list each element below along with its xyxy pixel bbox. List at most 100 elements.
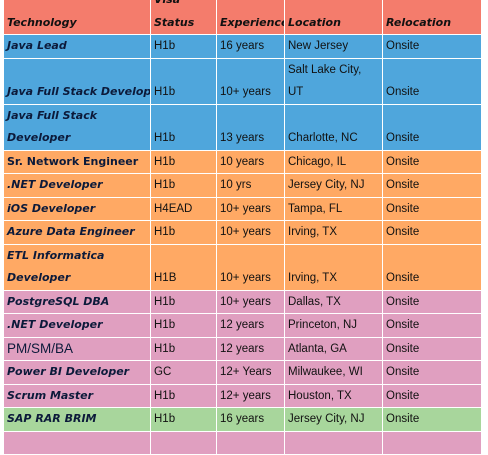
- relocation-cell: Onsite: [382, 313, 482, 338]
- technology-cell: Java Full Stack Developer: [3, 57, 151, 105]
- experience-cell: 12+ Years: [216, 360, 285, 385]
- visa-cell: H1b: [150, 289, 217, 314]
- experience-cell: 10+ years: [216, 196, 285, 221]
- visa-cell-text: H1b: [154, 179, 176, 191]
- visa-cell: H4EAD: [150, 196, 217, 221]
- experience-cell: 10+ years: [216, 243, 285, 291]
- table-row: Power BI Developer GC 12+ Years Milwaukee, …: [3, 360, 482, 385]
- visa-cell: [150, 430, 217, 455]
- experience-cell: 16 years: [216, 407, 285, 432]
- experience-cell: 10+ years: [216, 289, 285, 314]
- relocation-cell: Onsite: [382, 220, 482, 245]
- table-row: iOS Developer H4EAD 10+ years Tampa, FL Onsi…: [3, 196, 482, 221]
- experience-cell-text: 12 years: [220, 319, 265, 331]
- experience-cell-text: [220, 432, 281, 454]
- visa-cell-text: GC: [154, 366, 172, 378]
- visa-cell: H1b: [150, 313, 217, 338]
- technology-cell-text: Power BI Developer: [7, 365, 130, 378]
- location-cell: Houston, TX: [284, 383, 383, 408]
- experience-cell: 12 years: [216, 336, 285, 361]
- experience-cell-text: 12 years: [220, 342, 265, 355]
- relocation-cell: Onsite: [382, 173, 482, 198]
- table-row: ETL Informatica Developer H1B 10+ years Irvi…: [3, 243, 482, 291]
- relocation-cell: Onsite: [382, 336, 482, 361]
- location-cell: Irving, TX: [284, 243, 383, 291]
- experience-cell: 10 years: [216, 149, 285, 174]
- relocation-cell: Onsite: [382, 57, 482, 105]
- location-cell-text: Jersey City, NJ: [288, 179, 365, 191]
- experience-cell-text: 16 years: [220, 40, 265, 52]
- location-cell-text: UT: [288, 86, 304, 98]
- technology-cell-text: Developer: [7, 131, 71, 144]
- technology-cell-text: .NET Developer: [7, 178, 103, 191]
- relocation-cell-text: Onsite: [386, 202, 420, 215]
- relocation-cell-text: [386, 432, 478, 454]
- visa-cell: H1b: [150, 383, 217, 408]
- technology-cell: PostgreSQL DBA: [3, 289, 151, 314]
- table-row: Java Full Stack Developer H1b 13 years Charl…: [3, 103, 482, 151]
- visa-cell-text: H1b: [154, 132, 176, 144]
- technology-cell-text: PM/SM/BA: [7, 340, 74, 356]
- relocation-cell-text: Onsite: [386, 319, 420, 331]
- technology-cell-text: ETL Informatica: [7, 248, 105, 262]
- visa-cell-text: [154, 432, 213, 454]
- location-cell-text: Salt Lake City,: [288, 63, 362, 76]
- location-cell: Atlanta, GA: [284, 336, 383, 361]
- table-header-row: Technology VisaStatus Experience Locatio…: [3, 0, 482, 35]
- experience-cell-text: 13 years: [220, 132, 265, 144]
- relocation-cell: Onsite: [382, 149, 482, 174]
- visa-cell-text: H1b: [154, 155, 176, 168]
- visa-cell-text: H1b: [154, 342, 176, 355]
- experience-cell-text: 10+ years: [220, 226, 271, 238]
- experience-cell: 10 yrs: [216, 173, 285, 198]
- technology-cell-text: Sr. Network Engineer: [7, 154, 139, 168]
- location-cell-text: [288, 432, 379, 454]
- location-cell: Tampa, FL: [284, 196, 383, 221]
- experience-cell-text: 10+ years: [220, 202, 271, 215]
- technology-cell-text: Java Lead: [7, 39, 67, 52]
- location-cell: Chicago, IL: [284, 149, 383, 174]
- location-cell-text: Irving, TX: [288, 272, 337, 284]
- table-row: Java Full Stack Developer H1b 10+ years Sal…: [3, 57, 482, 105]
- relocation-cell: Onsite: [382, 34, 482, 59]
- experience-cell: 16 years: [216, 34, 285, 59]
- technology-cell: Java Lead: [3, 34, 151, 59]
- location-cell-text: Dallas, TX: [288, 295, 341, 308]
- relocation-cell-text: Onsite: [386, 389, 420, 402]
- experience-cell-text: 10 years: [220, 155, 265, 168]
- visa-cell-text: H1b: [154, 389, 176, 402]
- relocation-cell-text: Onsite: [386, 366, 420, 378]
- experience-cell-text: 12+ Years: [220, 366, 272, 378]
- location-cell: Princeton, NJ: [284, 313, 383, 338]
- location-cell-text: Irving, TX: [288, 226, 337, 238]
- experience-cell: 12 years: [216, 313, 285, 338]
- technology-cell: .NET Developer: [3, 313, 151, 338]
- visa-cell: H1b: [150, 336, 217, 361]
- location-cell-text: Tampa, FL: [288, 202, 343, 215]
- visa-cell: H1b: [150, 57, 217, 105]
- location-cell: Charlotte, NC: [284, 103, 383, 151]
- visa-cell-text: H1b: [154, 226, 176, 238]
- location-cell-text: Jersey City, NJ: [288, 413, 365, 425]
- location-cell: Irving, TX: [284, 220, 383, 245]
- experience-cell-text: 10+ years: [220, 295, 271, 308]
- visa-cell: H1B: [150, 243, 217, 291]
- table-row: Scrum Master H1b 12+ years Houston, TX Onsit…: [3, 383, 482, 408]
- experience-cell: 10+ years: [216, 57, 285, 105]
- technology-cell: ETL Informatica Developer: [3, 243, 151, 291]
- location-cell: Dallas, TX: [284, 289, 383, 314]
- table-row: Sr. Network Engineer H1b 10 years Chicago, …: [3, 149, 482, 174]
- location-cell: Jersey City, NJ: [284, 173, 383, 198]
- technology-cell-text: PostgreSQL DBA: [7, 294, 110, 308]
- technology-cell-text: SAP RAR BRIM: [7, 412, 97, 425]
- table-row: SAP RAR BRIM H1b 16 years Jersey City, NJ On…: [3, 407, 482, 432]
- technology-cell: Java Full Stack Developer: [3, 103, 151, 151]
- header-technology: Technology: [3, 0, 151, 35]
- technology-cell-text: .NET Developer: [7, 318, 103, 331]
- experience-cell-text: 10+ years: [220, 272, 271, 284]
- visa-cell-text: H1b: [154, 413, 176, 425]
- table-row: PostgreSQL DBA H1b 10+ years Dallas, TX Onsi…: [3, 289, 482, 314]
- relocation-cell: Onsite: [382, 103, 482, 151]
- header-relocation: Relocation: [382, 0, 482, 35]
- visa-cell-text: H1b: [154, 295, 176, 308]
